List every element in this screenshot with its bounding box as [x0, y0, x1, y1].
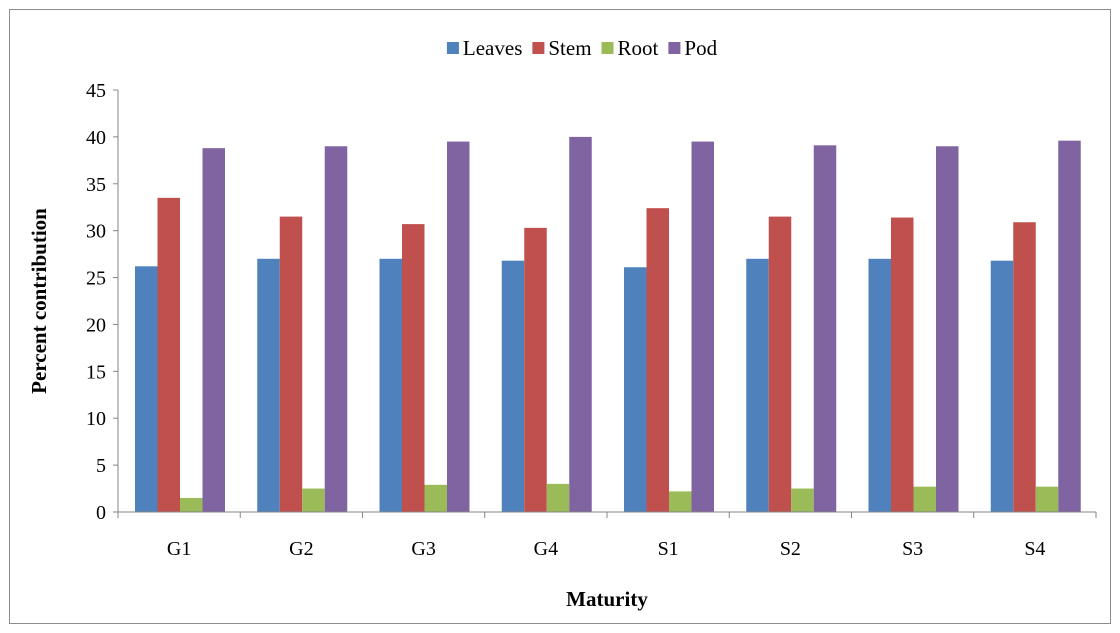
x-tick-label: G2: [289, 538, 313, 560]
y-axis-title: Percent contribution: [27, 208, 51, 394]
bar-root-s1: [669, 491, 692, 512]
bar-pod-g2: [324, 146, 348, 512]
legend-swatch-stem: [532, 42, 545, 54]
y-tick-label: 45: [86, 80, 106, 102]
x-tick-label: S3: [902, 538, 923, 560]
legend-swatch-root: [601, 42, 614, 54]
bars-group: [135, 136, 1081, 513]
bar-pod-s2: [813, 145, 837, 512]
bar-stem-g2: [279, 216, 303, 512]
bar-leaves-g1: [135, 266, 158, 512]
bar-stem-g3: [402, 224, 425, 512]
x-tick-label: G1: [167, 538, 191, 560]
y-tick-label: 25: [86, 268, 106, 290]
bar-leaves-s3: [868, 258, 891, 512]
x-tick-label: G4: [534, 538, 558, 560]
bar-stem-s1: [646, 208, 669, 512]
x-tick-label: S1: [658, 538, 679, 560]
legend-swatch-pod: [668, 42, 681, 54]
y-tick-label: 10: [86, 408, 106, 430]
x-axis-title: Maturity: [566, 587, 648, 611]
bar-leaves-s2: [746, 258, 769, 512]
x-tick-label: S2: [780, 538, 801, 560]
bar-stem-g4: [524, 227, 547, 512]
bar-root-g3: [424, 484, 447, 512]
y-tick-label: 20: [86, 314, 106, 336]
legend-label-root: Root: [618, 36, 659, 60]
y-tick-label: 35: [86, 174, 106, 196]
bar-stem-s3: [891, 217, 914, 512]
bar-pod-s4: [1058, 140, 1081, 512]
bar-pod-g1: [202, 148, 225, 513]
legend-label-leaves: Leaves: [463, 36, 522, 60]
x-ticks-group: G1 G2 G3 G4 S1 S2 S3 S4: [117, 512, 1097, 560]
bar-pod-g3: [447, 141, 470, 513]
bar-pod-g4: [569, 136, 592, 512]
x-tick-label: G3: [411, 538, 435, 560]
bar-root-g2: [302, 488, 325, 512]
bar-stem-g1: [157, 197, 180, 512]
bar-root-s4: [1035, 486, 1059, 512]
y-tick-label: 30: [86, 221, 106, 243]
bar-leaves-s4: [990, 260, 1014, 512]
bar-root-s3: [913, 486, 936, 512]
bar-stem-s4: [1013, 222, 1036, 512]
bar-root-g1: [180, 497, 203, 512]
x-tick-label: S4: [1024, 538, 1045, 560]
bar-pod-s3: [936, 146, 959, 512]
y-tick-label: 15: [86, 361, 106, 383]
bar-root-g4: [546, 483, 570, 512]
y-tick-label: 40: [86, 127, 106, 149]
bar-pod-s1: [691, 141, 714, 513]
legend: Leaves Stem Root Pod: [446, 36, 718, 60]
bar-stem-s2: [768, 216, 792, 512]
bar-root-s2: [791, 488, 814, 512]
chart-frame: [9, 9, 1111, 624]
legend-label-pod: Pod: [684, 36, 717, 60]
bar-leaves-g3: [379, 258, 402, 512]
y-tick-label: 0: [96, 502, 106, 524]
y-ticks-group: 0 5 10 15 20 25 30 35 40 45: [86, 80, 118, 524]
y-tick-label: 5: [96, 455, 106, 477]
legend-swatch-leaves: [446, 42, 459, 54]
legend-label-stem: Stem: [548, 36, 591, 60]
bar-leaves-g2: [257, 258, 280, 512]
bar-leaves-g4: [501, 260, 525, 512]
bar-leaves-s1: [624, 267, 647, 512]
